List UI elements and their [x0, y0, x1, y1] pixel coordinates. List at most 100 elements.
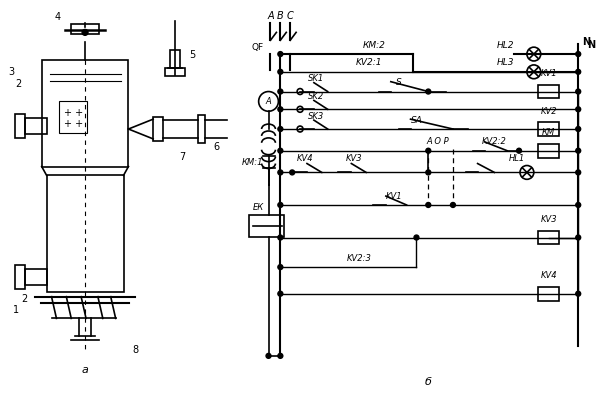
Text: N: N: [582, 37, 590, 47]
Text: HL3: HL3: [497, 58, 514, 68]
Circle shape: [426, 170, 431, 175]
Circle shape: [278, 235, 283, 240]
Bar: [153, 117, 163, 141]
Text: KV4: KV4: [540, 271, 557, 281]
Circle shape: [576, 235, 580, 240]
Bar: [197, 115, 205, 143]
Circle shape: [297, 89, 303, 94]
Circle shape: [576, 148, 580, 153]
Circle shape: [278, 291, 283, 296]
Circle shape: [278, 51, 283, 57]
Circle shape: [576, 202, 580, 207]
Text: а: а: [82, 364, 89, 375]
Circle shape: [278, 264, 283, 270]
Circle shape: [426, 89, 431, 94]
Circle shape: [278, 126, 283, 132]
Bar: [25, 118, 46, 134]
Circle shape: [576, 51, 580, 57]
Bar: [46, 175, 123, 292]
Circle shape: [520, 166, 534, 179]
Text: SA: SA: [411, 116, 422, 125]
Text: S: S: [396, 78, 401, 87]
Circle shape: [278, 202, 283, 207]
Text: KV2:1: KV2:1: [356, 58, 382, 68]
Bar: [538, 230, 560, 244]
Text: KV1: KV1: [540, 69, 557, 78]
Circle shape: [258, 92, 279, 111]
Text: KV2:2: KV2:2: [482, 137, 507, 146]
Text: КМ:2: КМ:2: [362, 40, 386, 50]
Text: КМ:1: КМ:1: [242, 158, 263, 167]
Text: 6: 6: [213, 142, 219, 152]
Bar: [538, 287, 560, 301]
Bar: [15, 114, 25, 138]
Text: KV3: KV3: [540, 215, 557, 224]
Circle shape: [576, 69, 580, 74]
Text: В: В: [277, 11, 284, 21]
Bar: [538, 122, 560, 136]
Bar: [42, 60, 128, 166]
Bar: [538, 144, 560, 158]
Circle shape: [516, 148, 522, 153]
Circle shape: [414, 235, 419, 240]
Circle shape: [426, 148, 431, 153]
Text: KV1: KV1: [386, 192, 402, 200]
Text: 8: 8: [133, 345, 139, 355]
Circle shape: [576, 107, 580, 112]
Text: 7: 7: [180, 151, 186, 162]
Text: КМ: КМ: [542, 128, 555, 137]
Circle shape: [576, 170, 580, 175]
Text: + +: + +: [64, 108, 83, 118]
Circle shape: [290, 170, 295, 175]
Text: А О Р: А О Р: [427, 137, 450, 146]
Circle shape: [297, 107, 303, 112]
Text: 2: 2: [15, 79, 21, 89]
Bar: [59, 101, 87, 133]
Text: ЕК: ЕК: [252, 203, 263, 213]
Text: KV2:3: KV2:3: [347, 254, 371, 263]
Circle shape: [527, 47, 541, 61]
Text: N: N: [587, 40, 595, 50]
Text: б: б: [425, 377, 432, 388]
Text: KV4: KV4: [297, 154, 313, 163]
Text: KV2: KV2: [540, 107, 557, 116]
Bar: [170, 50, 180, 68]
Text: QF: QF: [252, 43, 263, 52]
Circle shape: [278, 148, 283, 153]
Text: + +: + +: [64, 119, 83, 129]
Circle shape: [450, 202, 455, 207]
Text: HL2: HL2: [497, 40, 514, 50]
Bar: [71, 24, 99, 34]
Circle shape: [576, 126, 580, 132]
Circle shape: [278, 170, 283, 175]
Bar: [15, 265, 25, 289]
Text: 3: 3: [8, 67, 14, 77]
Text: SK3: SK3: [308, 112, 324, 121]
Text: HL1: HL1: [509, 154, 525, 163]
Circle shape: [576, 89, 580, 94]
Circle shape: [527, 65, 541, 79]
Circle shape: [266, 354, 271, 358]
Text: 1: 1: [13, 305, 19, 315]
Bar: [249, 215, 284, 237]
Circle shape: [426, 202, 431, 207]
Bar: [25, 269, 46, 285]
Text: 2: 2: [21, 294, 27, 304]
Text: С: С: [287, 11, 294, 21]
Text: А: А: [266, 97, 271, 106]
Bar: [165, 68, 185, 76]
Circle shape: [82, 30, 88, 35]
Text: А: А: [267, 11, 274, 21]
Text: 4: 4: [54, 12, 60, 21]
Text: KV3: KV3: [346, 154, 363, 163]
Text: SK2: SK2: [308, 92, 324, 101]
Circle shape: [297, 126, 303, 132]
Text: 5: 5: [189, 50, 196, 60]
Circle shape: [278, 354, 283, 358]
Circle shape: [278, 107, 283, 112]
Bar: [538, 85, 560, 98]
Circle shape: [278, 69, 283, 74]
Circle shape: [576, 291, 580, 296]
Text: SK1: SK1: [308, 74, 324, 83]
Circle shape: [278, 89, 283, 94]
